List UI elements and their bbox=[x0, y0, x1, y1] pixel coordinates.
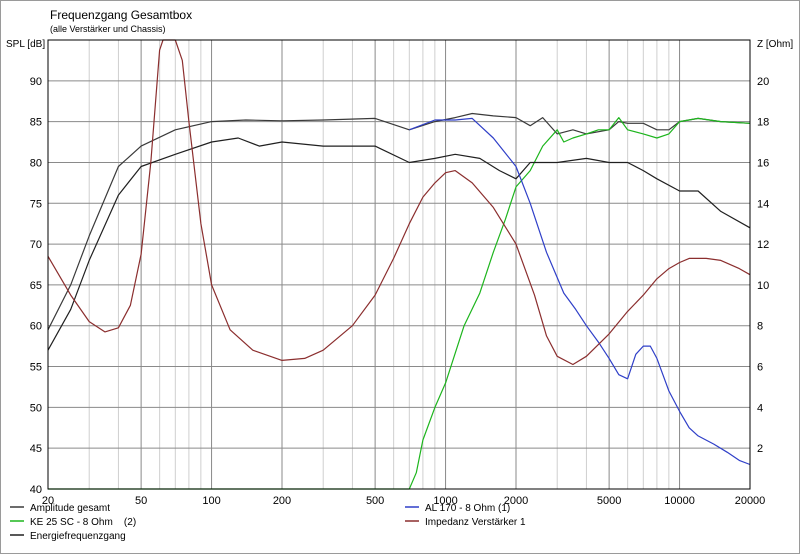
y-left-tick-label: 75 bbox=[30, 198, 42, 210]
y-left-tick-label: 60 bbox=[30, 321, 42, 333]
chart-subtitle: (alle Verstärker und Chassis) bbox=[50, 24, 166, 34]
y-left-tick-label: 85 bbox=[30, 117, 42, 129]
y-left-tick-label: 40 bbox=[30, 484, 42, 496]
x-tick-label: 20 bbox=[42, 495, 54, 507]
y-left-tick-label: 65 bbox=[30, 280, 42, 292]
legend-label: KE 25 SC - 8 Ohm (2) bbox=[30, 517, 136, 528]
series-line bbox=[48, 117, 751, 490]
y-left-tick-label: 45 bbox=[30, 443, 42, 455]
x-tick-label: 50 bbox=[135, 495, 147, 507]
y-right-tick-label: 6 bbox=[757, 362, 763, 374]
series-line bbox=[409, 117, 751, 466]
y-right-tick-label: 14 bbox=[757, 198, 769, 210]
y-left-tick-label: 50 bbox=[30, 402, 42, 414]
y-right-tick-label: 20 bbox=[757, 76, 769, 88]
series-line bbox=[47, 39, 751, 366]
y-right-tick-label: 8 bbox=[757, 321, 763, 333]
legend-label: Energiefrequenzgang bbox=[30, 531, 126, 542]
y-right-tick-label: 10 bbox=[757, 280, 769, 292]
chart-title: Frequenzgang Gesamtbox bbox=[50, 8, 192, 22]
y-left-tick-label: 55 bbox=[30, 362, 42, 374]
plot-border bbox=[47, 39, 751, 490]
y-left-tick-label: 70 bbox=[30, 239, 42, 251]
x-tick-label: 20000 bbox=[735, 495, 766, 507]
tick-labels-layer: 20 50 100 200 500 1000 2000 5000 10000 2000040455… bbox=[30, 76, 770, 507]
x-tick-label: 2000 bbox=[504, 495, 528, 507]
series-layer bbox=[47, 39, 751, 490]
x-tick-label: 5000 bbox=[597, 495, 621, 507]
y-right-tick-label: 4 bbox=[757, 402, 763, 414]
legend-label: Amplitude gesamt bbox=[30, 503, 110, 514]
legend-label: AL 170 - 8 Ohm (1) bbox=[425, 503, 510, 514]
y-left-tick-label: 90 bbox=[30, 76, 42, 88]
legend-label: Impedanz Verstärker 1 bbox=[425, 517, 526, 528]
y-right-tick-label: 18 bbox=[757, 117, 769, 129]
x-tick-label: 1000 bbox=[433, 495, 457, 507]
series-line bbox=[47, 112, 751, 331]
legend: Amplitude gesamt KE 25 SC - 8 Ohm (2) Ener… bbox=[10, 503, 526, 542]
series-line bbox=[47, 137, 751, 351]
y-right-tick-label: 2 bbox=[757, 443, 763, 455]
x-tick-label: 500 bbox=[366, 495, 384, 507]
y-left-axis-label: SPL [dB] bbox=[6, 39, 45, 50]
x-tick-label: 100 bbox=[202, 495, 220, 507]
y-right-tick-label: 12 bbox=[757, 239, 769, 251]
y-right-tick-label: 16 bbox=[757, 157, 769, 169]
y-right-axis-label: Z [Ohm] bbox=[757, 39, 793, 50]
grid-layer bbox=[48, 40, 750, 490]
x-tick-label: 10000 bbox=[664, 495, 695, 507]
x-tick-label: 200 bbox=[273, 495, 291, 507]
y-left-tick-label: 80 bbox=[30, 157, 42, 169]
